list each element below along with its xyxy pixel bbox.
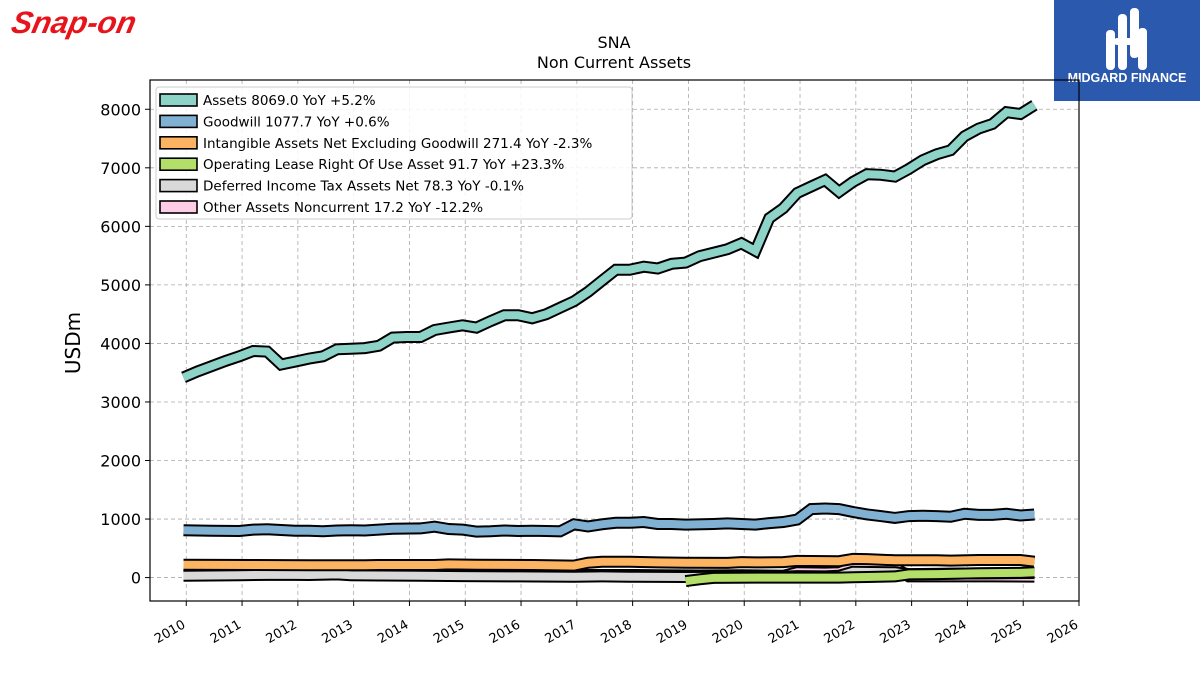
legend-entry: Goodwill 1077.7 YoY +0.6% [203, 114, 390, 130]
y-tick-label: 1000 [100, 510, 141, 529]
x-tick-label: 2019 [654, 617, 690, 647]
legend-entry: Deferred Income Tax Assets Net 78.3 YoY … [203, 179, 524, 195]
series-line [183, 504, 1035, 536]
x-tick-label: 2017 [543, 617, 579, 647]
y-tick-label: 6000 [100, 217, 141, 236]
legend-entry: Intangible Assets Net Excluding Goodwill… [203, 136, 593, 152]
legend-entry: Operating Lease Right Of Use Asset 91.7 … [203, 157, 564, 173]
y-tick-label: 3000 [100, 393, 141, 412]
x-tick-label: 2011 [208, 617, 244, 647]
x-tick-label: 2020 [710, 617, 746, 647]
series-line [183, 554, 1035, 570]
series-line [685, 568, 1035, 586]
x-tick-label: 2015 [431, 617, 467, 647]
y-tick-label: 7000 [100, 159, 141, 178]
midgard-emblem-icon [1106, 8, 1147, 70]
legend: Assets 8069.0 YoY +5.2% Goodwill 1077.7 Y… [155, 86, 633, 220]
snap-on-logo-text: Snap-on [8, 5, 139, 40]
legend-swatch [159, 93, 198, 107]
series-0 [181, 100, 1038, 383]
chart-title: SNA [597, 33, 630, 52]
y-tick-label: 0 [131, 569, 141, 588]
chart-subtitle: Non Current Assets [537, 53, 691, 72]
x-tick-label: 2024 [933, 617, 969, 647]
x-tick-label: 2025 [989, 617, 1025, 647]
y-tick-label: 8000 [100, 100, 141, 119]
y-axis-ticks: 0 1000 2000 3000 4000 5000 6000 7000 8000 [100, 100, 150, 588]
series-line [181, 101, 1037, 382]
x-tick-label: 2010 [152, 617, 188, 647]
x-tick-label: 2014 [375, 617, 411, 647]
y-axis-label: USDm [61, 312, 85, 374]
legend-swatch [159, 200, 198, 214]
x-tick-label: 2021 [766, 617, 802, 647]
y-tick-label: 4000 [100, 334, 141, 353]
y-tick-label: 2000 [100, 452, 141, 471]
plot-frame [149, 79, 1080, 602]
legend-swatch [159, 157, 198, 171]
x-tick-label: 2018 [598, 617, 634, 647]
series-2 [183, 552, 1036, 572]
legend-box [155, 86, 633, 220]
series-1 [183, 502, 1035, 538]
x-tick-label: 2013 [319, 617, 355, 647]
legend-entry: Assets 8069.0 YoY +5.2% [203, 93, 376, 109]
series-3 [684, 566, 1035, 588]
legend-swatch [159, 178, 198, 193]
midgard-finance-text: MIDGARD FINANCE [1068, 71, 1187, 85]
y-tick-label: 5000 [100, 276, 141, 295]
x-tick-label: 2012 [264, 617, 300, 647]
x-tick-label: 2022 [822, 617, 858, 647]
legend-entry: Other Assets Noncurrent 17.2 YoY -12.2% [203, 200, 483, 216]
x-axis-ticks: 2010 2011 2012 2013 2014 2015 2016 2017 2018 2019… [152, 601, 1081, 647]
snap-on-logo: Snap-on [8, 4, 188, 48]
legend-swatch [159, 114, 198, 129]
x-tick-label: 2016 [487, 617, 523, 647]
x-tick-label: 2026 [1045, 617, 1081, 647]
legend-swatch [159, 136, 198, 150]
series-layer [181, 100, 1038, 588]
x-tick-label: 2023 [877, 617, 913, 647]
midgard-finance-logo: MIDGARD FINANCE [1054, 0, 1200, 101]
